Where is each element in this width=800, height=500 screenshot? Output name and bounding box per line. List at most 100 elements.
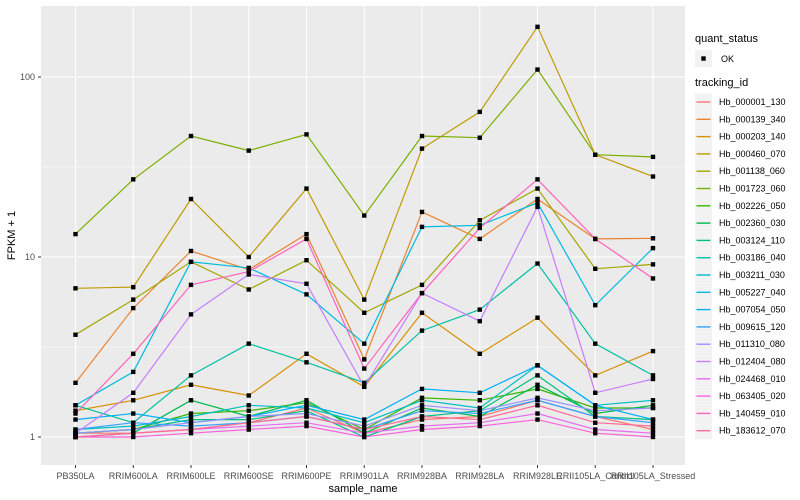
data-point-marker [73, 286, 78, 291]
data-point-marker [535, 261, 540, 266]
quant-status-ok-label: OK [721, 54, 734, 64]
data-point-marker [73, 427, 78, 432]
data-point-marker [304, 186, 309, 191]
data-point-marker [131, 434, 136, 440]
data-point-marker [477, 398, 482, 403]
data-point-marker [419, 417, 425, 422]
legend-series-label: Hb_007054_050 [719, 305, 786, 315]
data-point-marker [188, 196, 194, 202]
data-point-marker [650, 420, 656, 425]
data-point-marker [131, 398, 136, 403]
tracking-id-legend-title: tracking_id [695, 77, 748, 89]
data-point-marker [419, 414, 425, 419]
x-tick-label: RRIM600LE [166, 471, 215, 481]
data-point-marker [477, 390, 482, 396]
data-point-marker [419, 398, 425, 403]
data-point-marker [419, 395, 425, 401]
data-point-marker [419, 423, 425, 429]
data-point-marker [535, 196, 540, 202]
data-point-marker [131, 297, 136, 302]
data-point-marker [246, 427, 251, 432]
data-point-marker [131, 351, 136, 356]
data-point-marker [73, 403, 78, 408]
y-axis-title: FPKM + 1 [6, 211, 18, 260]
data-point-marker [419, 310, 425, 315]
data-point-marker [246, 420, 251, 425]
data-point-marker [131, 177, 136, 182]
data-point-marker [362, 357, 367, 362]
data-point-marker [650, 348, 656, 354]
data-point-marker [419, 427, 425, 432]
plot-panel [41, 6, 685, 465]
legend-series-label: Hb_183612_070 [719, 426, 786, 436]
data-point-marker [593, 405, 598, 411]
data-point-marker [304, 360, 309, 365]
quant-status-legend-title: quant_status [695, 33, 758, 45]
data-point-marker [131, 420, 136, 425]
data-point-marker [246, 265, 251, 271]
data-point-marker [650, 276, 656, 281]
data-point-marker [304, 236, 309, 242]
data-point-marker [650, 430, 656, 436]
data-point-marker [593, 236, 598, 242]
data-point-marker [535, 386, 540, 392]
data-point-marker [362, 427, 367, 432]
data-point-marker [535, 24, 540, 30]
data-point-marker [419, 133, 425, 139]
data-point-marker [188, 430, 194, 436]
data-point-marker [362, 380, 367, 386]
data-point-marker [188, 259, 194, 265]
data-point-marker [593, 427, 598, 432]
data-point-marker [477, 411, 482, 416]
legend-series-label: Hb_009615_120 [719, 322, 786, 332]
x-tick-label: RRIM600PE [281, 471, 331, 481]
data-point-marker [131, 411, 136, 416]
data-point-marker [362, 310, 367, 315]
data-point-marker [188, 411, 194, 416]
data-point-marker [304, 132, 309, 137]
data-point-marker [477, 135, 482, 140]
data-point-marker [535, 186, 540, 191]
data-point-marker [246, 148, 251, 153]
x-tick-label: RRII105LA_Stressed [611, 471, 696, 481]
data-point-marker [593, 408, 598, 413]
data-point-marker [73, 332, 78, 337]
data-point-marker [593, 266, 598, 271]
data-point-marker [593, 411, 598, 416]
x-tick-label: RRIM600SE [224, 471, 274, 481]
data-point-marker [419, 146, 425, 151]
data-point-marker [535, 204, 540, 210]
data-point-marker [246, 423, 251, 429]
data-point-marker [535, 395, 540, 401]
legend-series-label: Hb_001723_060 [719, 184, 786, 194]
data-point-marker [535, 403, 540, 408]
data-point-marker [477, 225, 482, 231]
data-point-marker [593, 341, 598, 346]
data-point-marker [477, 236, 482, 242]
data-point-marker [535, 382, 540, 387]
y-tick-label: 100 [20, 72, 35, 82]
data-point-marker [650, 398, 656, 403]
data-point-marker [73, 430, 78, 436]
data-point-marker [362, 366, 367, 371]
data-point-marker [477, 405, 482, 411]
data-point-marker [477, 414, 482, 419]
legend-series-label: Hb_000203_140 [719, 132, 786, 142]
data-point-marker [650, 245, 656, 251]
data-point-marker [246, 393, 251, 398]
data-point-marker [535, 363, 540, 368]
data-point-marker [650, 236, 656, 241]
data-point-marker [188, 427, 194, 432]
data-point-marker [131, 423, 136, 429]
data-point-marker [650, 405, 656, 411]
data-point-marker [188, 248, 194, 254]
x-tick-label: RRIM600LA [109, 471, 158, 481]
data-point-marker [73, 417, 78, 422]
data-point-marker [593, 302, 598, 308]
data-point-marker [304, 411, 309, 416]
data-point-marker [246, 414, 251, 419]
data-point-marker [650, 417, 656, 422]
data-point-marker [246, 272, 251, 277]
